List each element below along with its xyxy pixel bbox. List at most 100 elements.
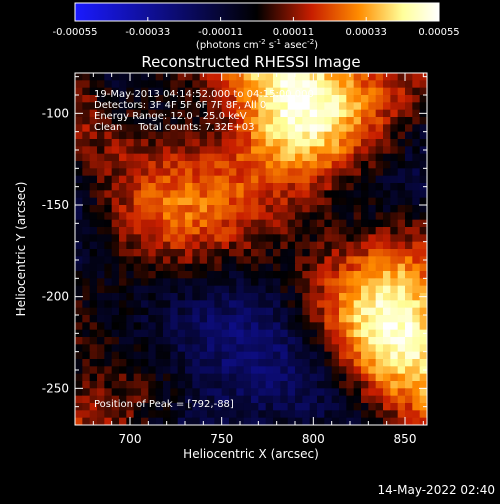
heatmap-cell	[419, 271, 427, 279]
heatmap-cell	[119, 388, 127, 397]
heatmap-cell	[390, 146, 399, 155]
heatmap-cell	[258, 403, 267, 411]
heatmap-cell	[397, 102, 406, 111]
heatmap-cell	[126, 227, 135, 235]
heatmap-cell	[412, 168, 421, 177]
heatmap-cell	[331, 161, 340, 169]
heatmap-cell	[317, 87, 325, 96]
heatmap-cell	[258, 351, 267, 360]
heatmap-cell	[104, 337, 113, 345]
heatmap-cell	[265, 131, 274, 140]
heatmap-cell	[141, 161, 149, 169]
heatmap-cell	[273, 80, 281, 89]
heatmap-cell	[141, 263, 149, 272]
heatmap-cell	[185, 285, 193, 294]
heatmap-cell	[126, 271, 135, 279]
heatmap-cell	[229, 329, 237, 338]
heatmap-cell	[192, 329, 201, 338]
heatmap-cell	[192, 212, 201, 221]
heatmap-cell	[331, 373, 340, 382]
heatmap-cell	[280, 329, 289, 338]
heatmap-cell	[375, 322, 384, 331]
heatmap-cell	[405, 359, 413, 367]
heatmap-cell	[207, 256, 215, 265]
heatmap-cell	[229, 80, 237, 89]
heatmap-cell	[104, 410, 113, 419]
heatmap-cell	[339, 403, 347, 411]
heatmap-cell	[383, 300, 391, 309]
heatmap-cell	[375, 285, 384, 294]
heatmap-cell	[155, 359, 164, 367]
heatmap-cell	[295, 73, 303, 81]
heatmap-cell	[309, 388, 318, 397]
heatmap-cell	[353, 175, 362, 184]
heatmap-cell	[148, 139, 157, 147]
heatmap-cell	[295, 124, 303, 133]
heatmap-cell	[104, 271, 113, 279]
heatmap-cell	[419, 373, 427, 382]
heatmap-cell	[317, 183, 325, 191]
heatmap-cell	[331, 256, 340, 265]
heatmap-cell	[324, 227, 333, 235]
heatmap-cell	[258, 249, 267, 257]
heatmap-cell	[141, 117, 149, 125]
heatmap-cell	[265, 212, 274, 221]
heatmap-cell	[119, 183, 127, 191]
heatmap-cell	[155, 410, 164, 419]
heatmap-cell	[346, 322, 355, 331]
heatmap-cell	[221, 381, 230, 389]
heatmap-cell	[353, 263, 362, 272]
heatmap-cell	[309, 322, 318, 331]
heatmap-cell	[97, 95, 105, 103]
heatmap-cell	[177, 417, 186, 425]
heatmap-cell	[97, 227, 105, 235]
heatmap-cell	[412, 256, 421, 265]
heatmap-cell	[82, 190, 91, 199]
heatmap-cell	[243, 183, 252, 191]
heatmap-cell	[317, 80, 325, 89]
heatmap-cell	[243, 109, 252, 118]
heatmap-cell	[236, 278, 245, 287]
colorbar-units: (photons cm-2 s-1 asec-2)	[196, 38, 318, 51]
heatmap-cell	[368, 131, 377, 140]
heatmap-cell	[214, 388, 223, 397]
heatmap-cell	[163, 263, 171, 272]
heatmap-cell	[199, 366, 208, 375]
heatmap-cell	[119, 278, 127, 287]
heatmap-cell	[302, 109, 311, 118]
heatmap-cell	[346, 381, 355, 389]
heatmap-cell	[258, 300, 267, 309]
heatmap-cell	[412, 102, 421, 111]
heatmap-cell	[331, 278, 340, 287]
heatmap-cell	[353, 329, 362, 338]
heatmap-cell	[331, 315, 340, 323]
heatmap-cell	[111, 153, 120, 162]
heatmap-cell	[104, 168, 113, 177]
heatmap-cell	[397, 212, 406, 221]
heatmap-cell	[163, 256, 171, 265]
heatmap-cell	[75, 139, 83, 147]
heatmap-cell	[177, 146, 186, 155]
heatmap-cell	[383, 359, 391, 367]
heatmap-cell	[141, 124, 149, 133]
heatmap-cell	[375, 410, 384, 419]
heatmap-cell	[177, 117, 186, 125]
heatmap-cell	[280, 293, 289, 301]
heatmap-cell	[126, 366, 135, 375]
heatmap-cell	[236, 197, 245, 206]
heatmap-cell	[141, 73, 149, 81]
heatmap-cell	[317, 95, 325, 103]
heatmap-cell	[280, 249, 289, 257]
heatmap-cell	[89, 388, 98, 397]
heatmap-cell	[243, 87, 252, 96]
heatmap-cell	[295, 293, 303, 301]
heatmap-cell	[141, 403, 149, 411]
heatmap-cell	[258, 381, 267, 389]
heatmap-cell	[126, 322, 135, 331]
heatmap-cell	[133, 190, 142, 199]
heatmap-cell	[346, 373, 355, 382]
heatmap-cell	[207, 410, 215, 419]
heatmap-cell	[236, 146, 245, 155]
heatmap-cell	[111, 337, 120, 345]
heatmap-cell	[375, 329, 384, 338]
